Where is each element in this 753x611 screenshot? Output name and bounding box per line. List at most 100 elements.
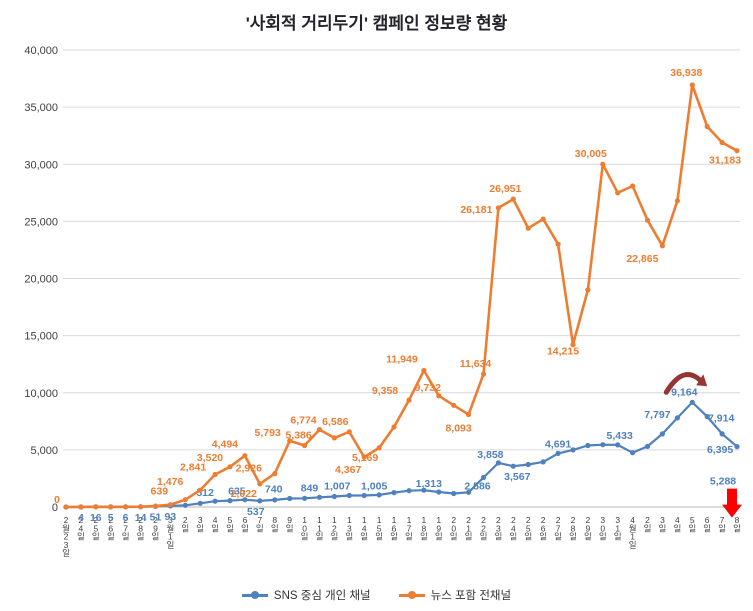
data-point xyxy=(331,435,337,441)
y-axis-tick-label: 20,000 xyxy=(24,274,58,286)
data-label: 14,215 xyxy=(547,346,579,358)
legend-marker-line-dot-icon xyxy=(398,590,425,600)
data-point xyxy=(480,474,487,481)
data-point xyxy=(316,427,323,433)
data-point xyxy=(182,497,188,503)
data-point xyxy=(421,367,427,374)
data-label: 3,858 xyxy=(477,449,503,461)
y-axis-tick-label: 10,000 xyxy=(24,388,58,400)
data-label: 1,313 xyxy=(416,478,442,490)
data-point xyxy=(287,495,293,502)
data-point xyxy=(406,397,412,403)
data-point xyxy=(346,429,352,435)
y-axis-tick-label: 0 xyxy=(52,502,58,514)
data-label: 16 xyxy=(90,512,102,524)
data-point xyxy=(138,504,144,510)
data-label: 3,520 xyxy=(197,452,223,464)
data-point xyxy=(659,243,666,249)
series-line-0 xyxy=(64,401,739,509)
y-axis-tick-label: 35,000 xyxy=(24,102,58,114)
data-point xyxy=(570,342,576,348)
y-axis-tick-label: 40,000 xyxy=(24,45,58,57)
data-point xyxy=(152,503,159,509)
data-label: 9,732 xyxy=(415,382,441,394)
data-label: 537 xyxy=(247,506,265,518)
data-label: 6,395 xyxy=(707,444,733,456)
data-point xyxy=(421,487,427,493)
data-point xyxy=(436,489,442,495)
data-point xyxy=(227,498,233,504)
y-axis-tick-label: 5,000 xyxy=(30,445,58,457)
data-point xyxy=(197,487,203,493)
data-label: 5 xyxy=(108,512,114,524)
data-point xyxy=(644,217,651,223)
data-point xyxy=(227,464,233,470)
data-point xyxy=(287,438,293,444)
data-point xyxy=(615,442,621,448)
data-point xyxy=(212,498,218,504)
data-label: 849 xyxy=(301,482,319,494)
data-label: 14 xyxy=(135,512,147,524)
data-label: 2,022 xyxy=(231,488,257,500)
data-point xyxy=(615,190,621,196)
data-label: 31,183 xyxy=(709,155,741,167)
data-point xyxy=(93,504,99,510)
data-label: 30,005 xyxy=(575,148,607,160)
data-label: 1,005 xyxy=(361,481,387,493)
data-point xyxy=(510,463,516,469)
data-label: 2,926 xyxy=(236,463,262,475)
data-point xyxy=(451,490,457,497)
data-point xyxy=(257,481,263,487)
data-point xyxy=(570,447,576,453)
data-label: 1,007 xyxy=(324,481,350,493)
data-label: 0 xyxy=(54,494,60,506)
data-point xyxy=(257,498,263,504)
data-point xyxy=(78,504,84,510)
data-label: 5,386 xyxy=(285,430,311,442)
legend: SNS 중심 개인 채널 뉴스 포함 전채널 xyxy=(0,587,753,603)
legend-label: 뉴스 포함 전채널 xyxy=(430,590,512,602)
data-label: 4,367 xyxy=(335,464,361,476)
data-point xyxy=(331,493,337,500)
data-point xyxy=(689,82,695,88)
data-point xyxy=(376,492,382,498)
data-label: 1,476 xyxy=(157,476,183,488)
data-point xyxy=(63,504,69,510)
data-point xyxy=(734,444,740,450)
data-point xyxy=(361,492,367,499)
data-point xyxy=(555,241,561,247)
chart-canvas: 0 5,000 10,000 15,000 20,000 25,000 30,000 35,0… xyxy=(24,45,742,558)
data-point xyxy=(719,431,725,437)
data-label: 36,938 xyxy=(670,67,702,79)
data-point xyxy=(391,424,397,430)
data-label: 11,634 xyxy=(460,358,492,370)
data-point xyxy=(525,225,531,231)
data-point xyxy=(197,500,203,506)
data-label: 7,797 xyxy=(644,409,670,421)
